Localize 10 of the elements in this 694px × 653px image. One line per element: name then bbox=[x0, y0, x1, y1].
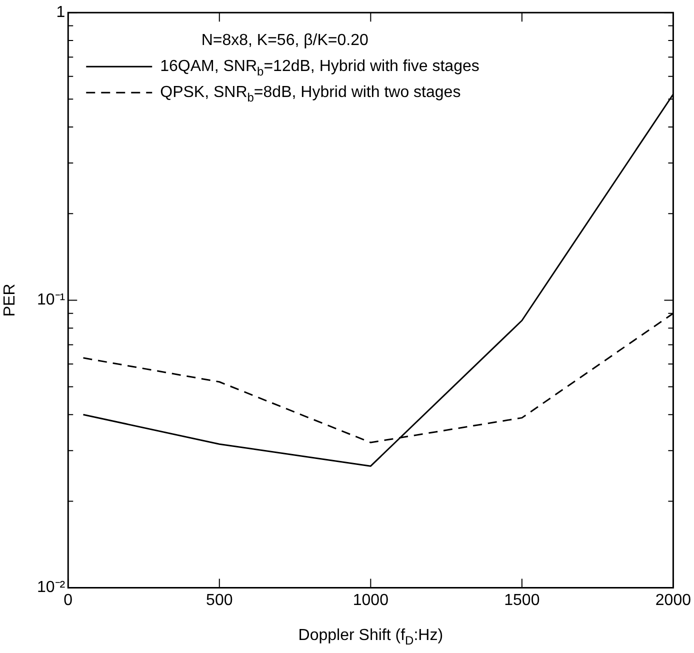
y-tick-label: 1 bbox=[56, 4, 66, 22]
x-tick-label: 2000 bbox=[655, 592, 692, 609]
legend-title: N=8x8, K=56, β/K=0.20 bbox=[201, 32, 369, 50]
x-tick-label: 1500 bbox=[504, 592, 540, 609]
y-tick-label: 10⁻² bbox=[37, 579, 66, 596]
x-tick-label: 500 bbox=[206, 592, 233, 609]
x-tick-label: 1000 bbox=[352, 592, 389, 609]
y-axis-title: PER bbox=[2, 284, 19, 317]
x-tick-label: 0 bbox=[64, 592, 73, 609]
y-tick-label: 10⁻¹ bbox=[37, 292, 66, 309]
